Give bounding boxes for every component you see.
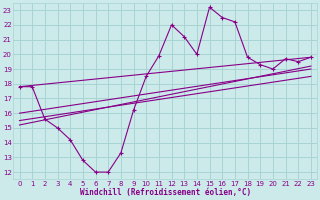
X-axis label: Windchill (Refroidissement éolien,°C): Windchill (Refroidissement éolien,°C)	[80, 188, 251, 197]
